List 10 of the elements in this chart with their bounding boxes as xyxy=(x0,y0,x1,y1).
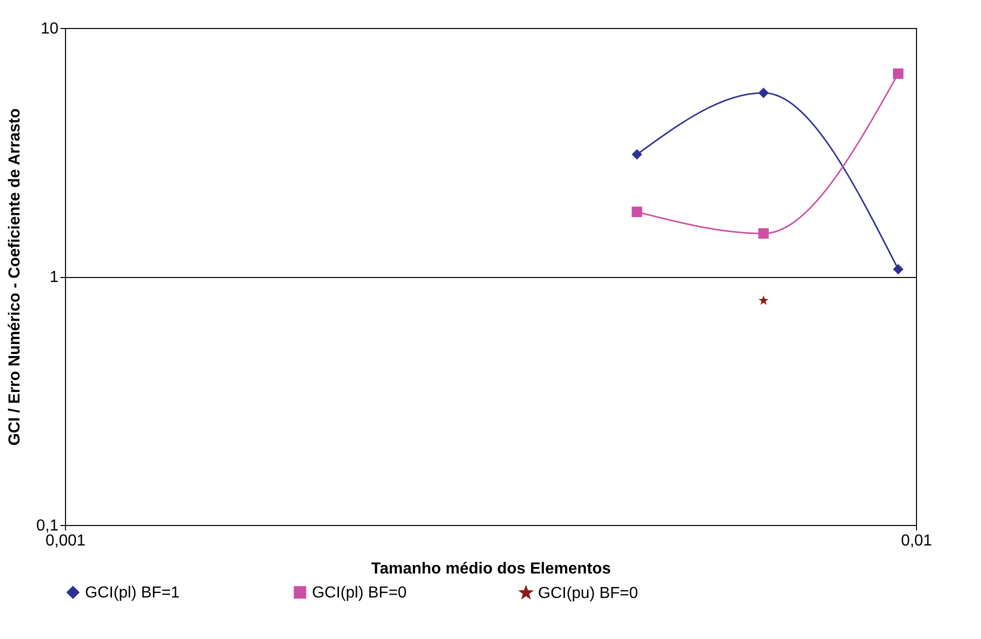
x-axis-title: Tamanho médio dos Elementos xyxy=(371,560,611,578)
y-tick-label: 1 xyxy=(50,269,59,286)
x-tick-label: 0,01 xyxy=(900,532,932,550)
y-tick-label: 0,1 xyxy=(36,518,59,534)
x-tick-label: 0,001 xyxy=(45,532,86,550)
legend-label: GCI(pl) BF=1 xyxy=(85,584,180,602)
y-axis-title: GCI / Erro Numérico - Coeficiente de Arrasto xyxy=(6,108,24,446)
y-tick-label: 10 xyxy=(40,20,59,38)
legend-label: GCI(pu) BF=0 xyxy=(538,584,638,602)
legend-label: GCI(pl) BF=0 xyxy=(312,584,407,602)
